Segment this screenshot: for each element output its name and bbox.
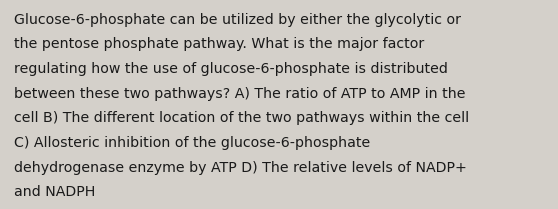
Text: between these two pathways? A) The ratio of ATP to AMP in the: between these two pathways? A) The ratio… [14,87,465,101]
Text: regulating how the use of glucose-6-phosphate is distributed: regulating how the use of glucose-6-phos… [14,62,448,76]
Text: the pentose phosphate pathway. What is the major factor: the pentose phosphate pathway. What is t… [14,37,424,51]
Text: C) Allosteric inhibition of the glucose-6-phosphate: C) Allosteric inhibition of the glucose-… [14,136,370,150]
Text: and NADPH: and NADPH [14,185,95,199]
Text: cell B) The different location of the two pathways within the cell: cell B) The different location of the tw… [14,111,469,125]
Text: Glucose-6-phosphate can be utilized by either the glycolytic or: Glucose-6-phosphate can be utilized by e… [14,13,461,27]
Text: dehydrogenase enzyme by ATP D) The relative levels of NADP+: dehydrogenase enzyme by ATP D) The relat… [14,161,467,175]
